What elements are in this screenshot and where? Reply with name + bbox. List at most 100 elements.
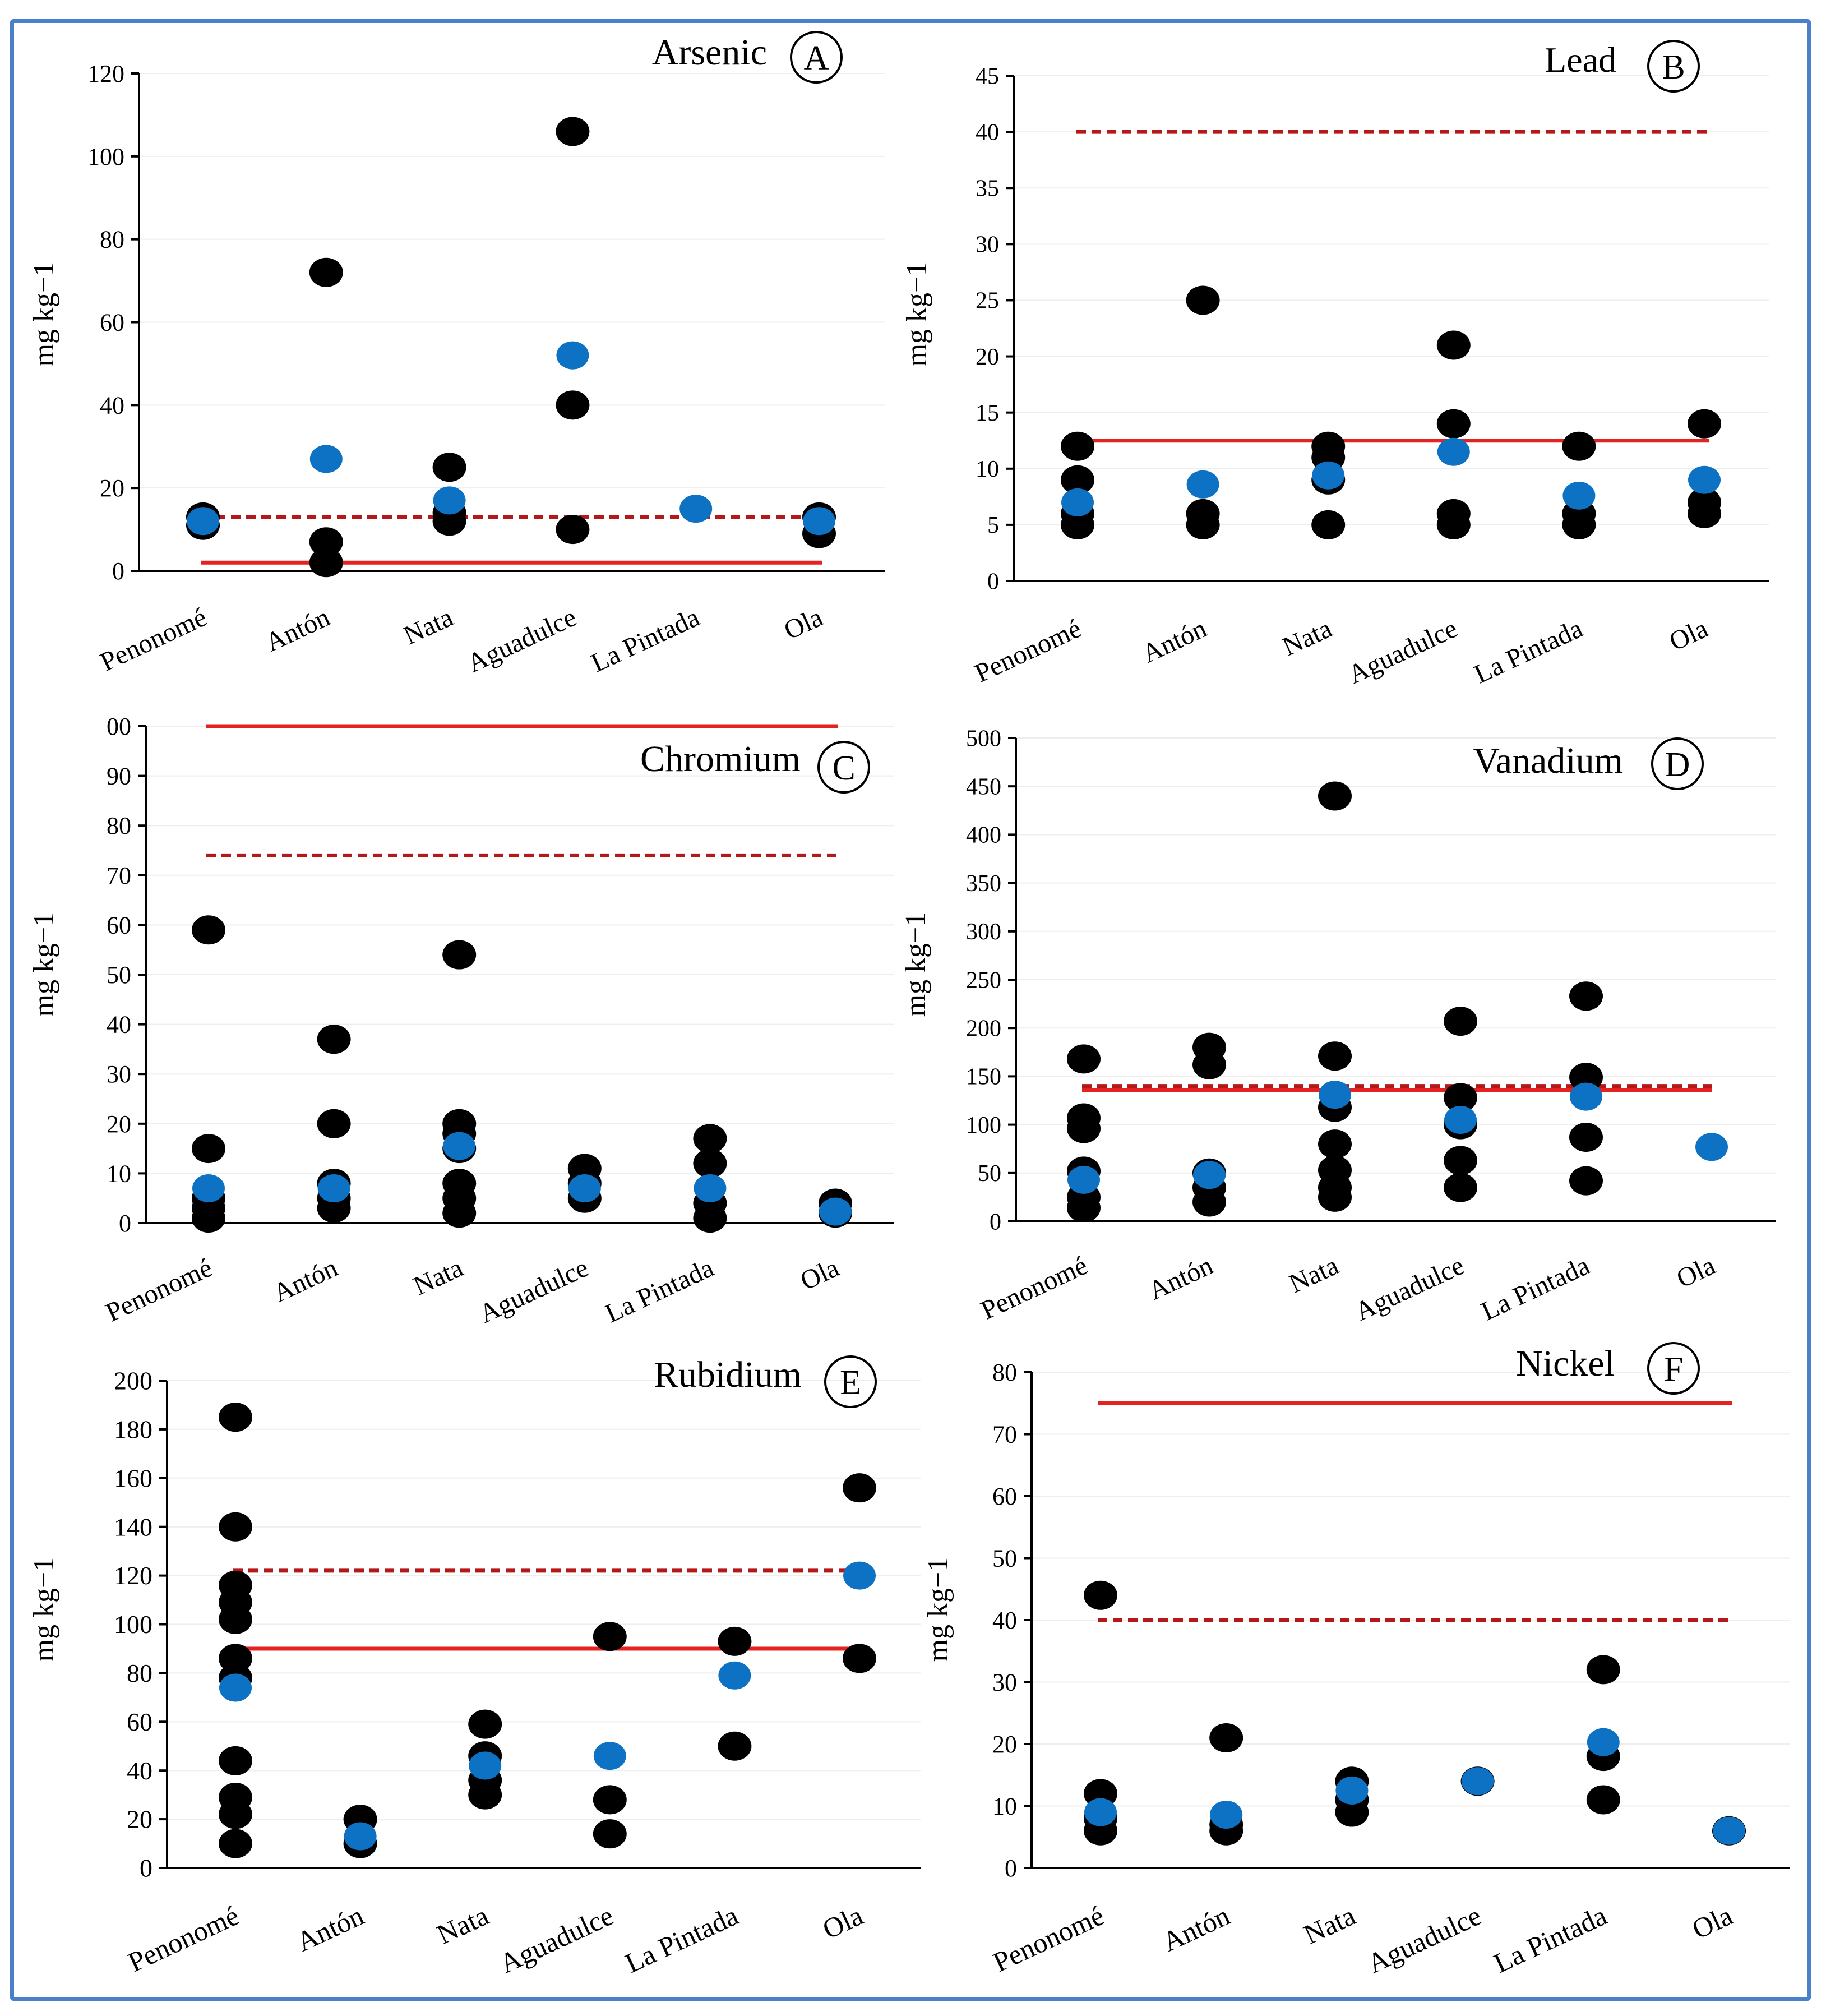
panel-b-y-tick-label: 5 <box>987 513 999 538</box>
panel-e-point-mean <box>219 1673 252 1702</box>
panel-e-title: Rubidium <box>654 1354 802 1395</box>
panel-f-point-samples <box>1084 1580 1117 1610</box>
panel-c-point-samples <box>693 1124 727 1154</box>
panel-f-y-tick-label: 80 <box>992 1359 1017 1386</box>
panel-f-title: Nickel <box>1516 1343 1615 1384</box>
panel-b-title: Lead <box>1545 40 1616 80</box>
panel-e-point-samples <box>718 1731 752 1761</box>
panel-f-point-samples <box>1335 1797 1369 1827</box>
panel-d-point-mean <box>1067 1165 1100 1194</box>
panel-d-point-samples <box>1067 1114 1101 1143</box>
panel-f-x-category-label: Nata <box>1299 1899 1360 1950</box>
panel-b-point-samples <box>1436 409 1471 439</box>
panel-c-badge-letter: C <box>832 749 855 787</box>
panel-b-group: 0 5 10 15 20 25 30 35 40 45 Penonomé Antón Nata Aguad… <box>901 40 1769 690</box>
panel-f-y-tick-label: 50 <box>992 1544 1017 1572</box>
panel-a-point-mean <box>187 507 219 536</box>
panel-d-point-samples <box>1569 1063 1603 1092</box>
panel-f-y-tick-label: 10 <box>992 1792 1017 1820</box>
panel-c-y-tick-label: 20 <box>107 1110 131 1138</box>
panel-e-y-axis-label: mg kg−1 <box>28 1557 60 1662</box>
panel-b-point-mean <box>1186 470 1219 499</box>
panel-e-y-tick-label: 160 <box>114 1464 152 1492</box>
panel-d-group: 0 50 100 150 200 250 300 350 400 450 500 Penonomé An… <box>900 726 1776 1327</box>
panel-c-y-tick-label: 30 <box>107 1060 131 1088</box>
panel-c-point-samples <box>317 1193 351 1223</box>
panel-a-group: 0 20 40 60 80 100 120 Penonomé Antón Nata Aguadulc… <box>28 31 885 679</box>
panel-c-point-samples <box>442 940 477 970</box>
panel-e-y-tick-label: 100 <box>114 1610 152 1639</box>
panel-b-point-samples <box>1688 409 1721 439</box>
panel-c-y-tick-label: 70 <box>107 862 131 889</box>
panel-d-point-samples <box>1444 1173 1477 1202</box>
panel-b-point-mean <box>1688 465 1721 494</box>
panel-d-point-mean <box>1319 1081 1351 1109</box>
panel-f-point-mean <box>1461 1767 1494 1796</box>
panel-e-badge-circle <box>824 1355 877 1408</box>
panel-e-badge-letter: E <box>840 1364 861 1402</box>
panel-b-x-category-label: Aguadulce <box>1344 613 1462 690</box>
panel-f-point-mean <box>1587 1728 1620 1756</box>
panel-a-y-tick-label: 20 <box>100 474 124 502</box>
panel-b-point-samples <box>1061 510 1094 539</box>
panel-c-x-category-label: Ola <box>796 1253 843 1296</box>
panel-d-y-tick-label: 0 <box>990 1209 1001 1235</box>
panel-d-point-samples <box>1444 1083 1477 1113</box>
panel-e-x-category-label: Penonomé <box>123 1899 244 1978</box>
panel-e-y-tick-label: 120 <box>114 1561 152 1590</box>
panel-a-x-category-label: Penonomé <box>96 602 211 677</box>
panel-a-y-tick-label: 60 <box>100 308 124 336</box>
panel-d-y-tick-label: 450 <box>966 774 1001 800</box>
panel-c-point-samples <box>192 915 225 945</box>
panel-a-point-samples <box>556 117 590 146</box>
figure-frame <box>10 19 1811 2001</box>
panel-a-point-samples <box>556 390 590 420</box>
panel-d-point-mean <box>1695 1133 1728 1161</box>
panel-a-point-samples <box>309 257 343 287</box>
panel-e-point-mean <box>469 1751 502 1780</box>
panel-c-point-samples <box>192 1134 225 1164</box>
panel-c-point-mean <box>694 1174 727 1202</box>
panel-c-point-samples <box>317 1025 351 1054</box>
panel-e-y-tick-label: 80 <box>127 1659 152 1687</box>
panel-d-y-tick-label: 100 <box>966 1113 1001 1138</box>
panel-b-y-tick-label: 20 <box>976 344 999 370</box>
panel-e-x-category-label: Ola <box>818 1899 868 1945</box>
panel-e-y-tick-label: 20 <box>127 1805 152 1834</box>
panel-b-y-tick-label: 10 <box>976 456 999 482</box>
panel-d-point-samples <box>1318 1041 1352 1071</box>
panel-d-title: Vanadium <box>1473 740 1623 781</box>
panel-e-y-tick-label: 140 <box>114 1512 152 1541</box>
panel-b-y-tick-label: 35 <box>976 176 999 202</box>
panel-b-point-samples <box>1061 465 1094 495</box>
panel-d-point-samples <box>1444 1146 1477 1175</box>
panel-b-point-samples <box>1562 510 1596 539</box>
panel-b-y-tick-label: 40 <box>976 119 999 145</box>
panel-b-y-axis-label: mg kg−1 <box>901 262 933 367</box>
panel-a-y-tick-label: 120 <box>87 60 124 87</box>
panel-f-point-samples <box>1586 1785 1620 1815</box>
panel-a-x-category-label: Aguadulce <box>463 602 581 679</box>
panel-e-y-tick-label: 0 <box>140 1854 152 1883</box>
panel-f-y-axis-label: mg kg−1 <box>922 1557 954 1662</box>
panel-f-badge-letter: F <box>1664 1350 1683 1388</box>
panel-b-point-samples <box>1436 510 1471 539</box>
panel-e-y-tick-label: 40 <box>127 1756 152 1785</box>
panel-e-point-samples <box>843 1644 876 1673</box>
panel-d-point-samples <box>1444 1007 1477 1036</box>
panel-c-title: Chromium <box>640 739 801 779</box>
panel-e-point-mean <box>344 1822 377 1851</box>
panel-e-point-mean <box>718 1661 751 1690</box>
panel-e-point-samples <box>718 1626 752 1656</box>
panel-f-y-tick-label: 20 <box>992 1731 1017 1758</box>
panel-b-point-mean <box>1061 488 1094 516</box>
panel-b-point-samples <box>1311 510 1346 539</box>
panel-f-x-category-label: Aguadulce <box>1362 1899 1486 1979</box>
panel-b-y-tick-label: 30 <box>976 232 999 258</box>
panel-b-point-samples <box>1436 330 1471 360</box>
panel-e-point-samples <box>593 1819 627 1849</box>
panel-b-x-category-label: Ola <box>1665 613 1712 657</box>
panel-a-point-samples <box>309 527 343 557</box>
panel-c-point-mean <box>192 1174 225 1202</box>
panel-c-x-category-label: Nata <box>409 1253 468 1301</box>
